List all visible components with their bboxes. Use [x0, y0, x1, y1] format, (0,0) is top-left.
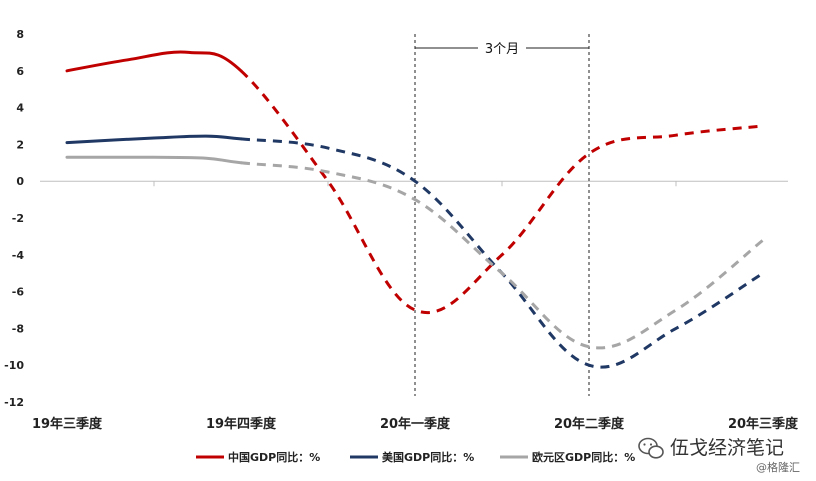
y-tick-label: -8	[12, 322, 24, 335]
y-tick-label: -10	[4, 359, 24, 372]
series-line-actual	[65, 134, 243, 145]
x-axis-tick-marks	[153, 181, 677, 187]
watermark-source: @格隆汇	[756, 460, 800, 474]
series-line-actual	[65, 155, 243, 165]
y-tick-label: -4	[12, 249, 25, 262]
legend-label: 美国GDP同比：%	[382, 450, 474, 464]
y-tick-label: 2	[16, 138, 24, 151]
x-category-label: 20年三季度	[728, 416, 799, 432]
y-tick-label: 8	[16, 28, 24, 41]
y-tick-label: 6	[16, 65, 24, 78]
series-line-actual	[65, 50, 243, 73]
y-tick-label: -2	[12, 212, 24, 225]
series-layer	[65, 50, 764, 369]
series-line-forecast	[240, 161, 764, 350]
watermark: 伍戈经济笔记 @格隆汇	[638, 437, 800, 474]
annotation-layer: 3个月	[414, 34, 590, 396]
x-category-label: 19年三季度	[32, 416, 103, 432]
watermark-account: 伍戈经济笔记	[670, 437, 784, 459]
y-tick-label: -6	[12, 286, 25, 299]
y-tick-label: 0	[16, 175, 24, 188]
x-category-label: 20年一季度	[380, 416, 451, 432]
y-axis-ticks: 8 6 4 2 0 -2 -4 -6 -8 -10 -12	[4, 28, 24, 409]
legend-label: 欧元区GDP同比：%	[532, 450, 635, 464]
x-axis-categories: 19年三季度 19年四季度 20年一季度 20年二季度 20年三季度	[32, 416, 799, 432]
x-category-label: 19年四季度	[206, 416, 277, 432]
x-category-label: 20年二季度	[554, 416, 625, 432]
series-line-forecast	[239, 69, 764, 314]
wechat-icon	[638, 437, 664, 459]
legend: 中国GDP同比：% 美国GDP同比：% 欧元区GDP同比：%	[196, 450, 635, 464]
legend-label: 中国GDP同比：%	[228, 450, 320, 464]
y-tick-label: -12	[4, 396, 24, 409]
annotation-label: 3个月	[485, 42, 519, 57]
y-tick-label: 4	[16, 102, 24, 115]
